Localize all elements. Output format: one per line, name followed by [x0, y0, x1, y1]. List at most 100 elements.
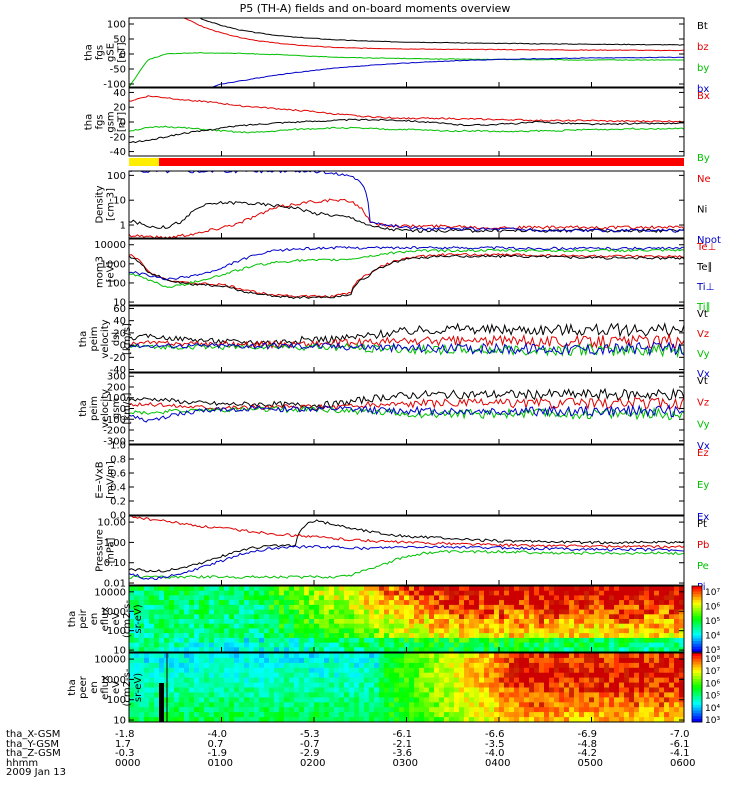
spectrogram-cell [449, 633, 455, 639]
spectrogram-cell [179, 586, 185, 592]
spectrogram-cell [264, 702, 270, 708]
colorbar-tick-label: 10⁶ [705, 679, 720, 689]
spectrogram-cell [569, 647, 575, 652]
spectrogram-cell [324, 600, 330, 606]
spectrogram-cell [299, 623, 305, 629]
spectrogram-cell [584, 647, 590, 652]
spectrogram-cell [544, 653, 550, 659]
spectrogram-cell [354, 586, 360, 592]
colorbar-tick-label: 10⁴ [705, 704, 720, 714]
spectrogram-cell [259, 628, 265, 634]
spectrogram-cell [249, 647, 255, 652]
spectrogram-cell [594, 702, 600, 708]
spectrogram-cell [304, 702, 310, 708]
spectrogram-cell [614, 677, 620, 684]
spectrogram-cell [279, 642, 285, 648]
spectrogram-cell [274, 677, 280, 684]
spectrogram-cell [679, 600, 684, 606]
spectrogram-cell [374, 687, 380, 693]
y-tick-label: 0 [120, 50, 126, 61]
spectrogram-cell [259, 657, 265, 664]
spectrogram-cell [369, 614, 375, 620]
spectrogram-cell [629, 717, 635, 722]
spectrogram-cell [324, 619, 330, 625]
spectrogram-cell [259, 633, 265, 639]
spectrogram-cell [369, 667, 375, 674]
spectrogram-cell [264, 619, 270, 625]
spectrogram-cell [659, 707, 665, 713]
spectrogram-cell [589, 687, 595, 693]
spectrogram-cell [354, 619, 360, 625]
spectrogram-cell [584, 586, 590, 592]
spectrogram-cell [384, 604, 390, 611]
spectrogram-cell [329, 653, 335, 659]
spectrogram-cell [494, 623, 500, 629]
spectrogram-cell [504, 657, 510, 664]
spectrogram-cell [449, 637, 455, 644]
spectrogram-cell [529, 590, 535, 596]
series-line-Pb [129, 516, 684, 549]
spectrogram-cell [499, 609, 505, 615]
spectrogram-cell [474, 677, 480, 684]
spectrogram-cell [284, 614, 290, 620]
spectrogram-cell [544, 647, 550, 652]
spectrogram-cell [644, 642, 650, 648]
panel-p3 [129, 158, 684, 166]
footer-value: -2.9 [300, 748, 320, 759]
spectrogram-cell [519, 637, 525, 644]
spectrogram-cell [284, 662, 290, 669]
spectrogram-cell [169, 662, 175, 669]
spectrogram-cell [634, 662, 640, 669]
spectrogram-cell [329, 692, 335, 698]
spectrogram-cell [204, 717, 210, 722]
spectrogram-cell [649, 667, 655, 674]
colorbar-cell [692, 681, 702, 686]
spectrogram-cell [594, 667, 600, 674]
spectrogram-cell [374, 637, 380, 644]
spectrogram-cell [339, 682, 345, 689]
spectrogram-cell [364, 619, 370, 625]
spectrogram-cell [654, 595, 660, 601]
spectrogram-cell [364, 687, 370, 693]
spectrogram-cell [239, 687, 245, 693]
spectrogram-cell [149, 623, 155, 629]
spectrogram-cell [284, 692, 290, 698]
spectrogram-cell [399, 600, 405, 606]
spectrogram-cell [144, 657, 150, 664]
spectrogram-cell [424, 717, 430, 722]
spectrogram-cell [594, 672, 600, 679]
spectrogram-cell [359, 657, 365, 664]
spectrogram-cell [664, 595, 670, 601]
spectrogram-cell [469, 712, 475, 718]
spectrogram-cell [384, 590, 390, 596]
spectrogram-cell [554, 657, 560, 664]
series-group [129, 171, 684, 238]
spectrogram-cell [234, 657, 240, 664]
spectrogram-cell [419, 697, 425, 703]
spectrogram-cell [384, 595, 390, 601]
spectrogram-cell [604, 614, 610, 620]
spectrogram-cell [179, 687, 185, 693]
spectrogram-cell [669, 682, 675, 689]
spectrogram-cell [319, 623, 325, 629]
spectrogram-cell [554, 653, 560, 659]
spectrogram-cell [199, 595, 205, 601]
spectrogram-cell [144, 619, 150, 625]
spectrogram-cell [269, 717, 275, 722]
spectrogram-cell [214, 687, 220, 693]
spectrogram-cell [224, 590, 230, 596]
spectrogram-cell [274, 662, 280, 669]
spectrogram-cell [449, 687, 455, 693]
series-line-Vx [129, 341, 684, 357]
spectrogram-cell [364, 642, 370, 648]
spectrogram-cell [529, 697, 535, 703]
spectrogram-cell [474, 600, 480, 606]
spectrogram-cell [614, 628, 620, 634]
spectrogram-cell [439, 667, 445, 674]
spectrogram-cell [514, 672, 520, 679]
spectrogram-cell [204, 614, 210, 620]
spectrogram-cell [669, 590, 675, 596]
footer-value: 1.7 [115, 738, 131, 750]
spectrogram-cell [624, 697, 630, 703]
spectrogram-cell [529, 604, 535, 611]
